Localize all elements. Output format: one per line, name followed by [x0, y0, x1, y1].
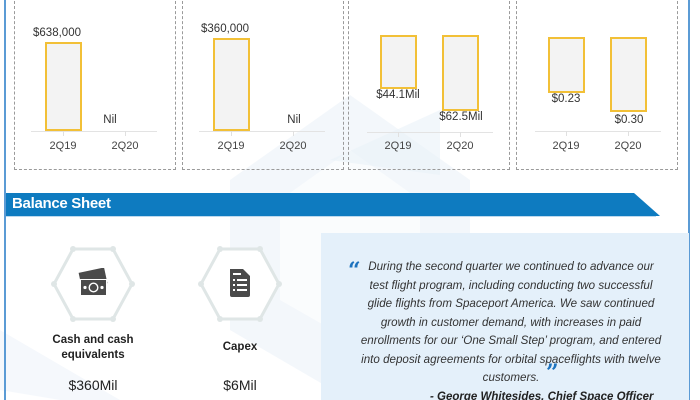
bar-value-label: $44.1Mil — [376, 89, 420, 101]
metric-value-capex: $6Mil — [223, 377, 257, 393]
open-quote-icon: “ — [348, 258, 361, 284]
bar-2q19 — [213, 38, 250, 131]
bar-value-label: $360,000 — [201, 23, 249, 35]
bar-2q20 — [610, 37, 647, 112]
metric-label-line: equivalents — [61, 349, 125, 361]
chart-card-4: $0.23 $0.30 2Q19 2Q20 — [516, 0, 678, 170]
quote-box — [321, 233, 689, 400]
x-category-label: 2Q20 — [111, 140, 139, 152]
quote-line: growth in customer demand, with increase… — [380, 315, 642, 329]
x-category-label: 2Q19 — [552, 140, 580, 152]
x-category-label: 2Q20 — [279, 140, 307, 152]
x-category-label: 2Q19 — [217, 140, 245, 152]
quote-line: into deposit agreements for orbital spac… — [361, 352, 661, 366]
x-tick — [231, 131, 232, 136]
x-tick — [125, 131, 126, 136]
section-banner — [6, 193, 660, 216]
bar-value-label: $0.23 — [551, 93, 581, 105]
quote-author: - George Whitesides, Chief Space Officer — [430, 391, 654, 400]
bar-2q19 — [380, 35, 417, 89]
bar-value-label: $0.30 — [614, 114, 644, 126]
x-axis-line — [199, 131, 325, 132]
x-axis-line — [367, 132, 493, 133]
x-tick — [460, 132, 461, 137]
bar-value-label: $62.5Mil — [439, 111, 483, 123]
x-tick — [293, 131, 294, 136]
quote-line: customers. — [482, 371, 540, 384]
x-tick — [628, 131, 629, 136]
section-title: Balance Sheet — [12, 195, 111, 212]
bar-2q20 — [442, 35, 479, 111]
bar-value-label: Nil — [103, 114, 117, 126]
quote-line: test flight program, including conductin… — [369, 278, 653, 292]
section-banner-underline — [6, 216, 656, 217]
bar-value-label: Nil — [287, 114, 301, 126]
bar-value-label: $638,000 — [33, 27, 81, 39]
x-category-label: 2Q20 — [446, 140, 474, 152]
close-quote-icon: ” — [546, 360, 559, 386]
chart-card-2: $360,000 Nil 2Q19 2Q20 — [182, 0, 344, 170]
quote-line: enrollments for our ‘One Small Step’ pro… — [360, 334, 662, 347]
bar-2q19 — [45, 42, 82, 131]
bar-2q19 — [548, 37, 585, 93]
metric-label-capex: Capex — [222, 341, 258, 353]
metric-value-cash: $360Mil — [68, 377, 118, 393]
right-frame-border — [688, 0, 690, 400]
x-axis-line — [535, 131, 661, 132]
x-axis-line — [31, 131, 157, 132]
quote-text: During the second quarter we continued t… — [356, 258, 666, 388]
x-category-label: 2Q19 — [49, 140, 77, 152]
document-list-icon — [230, 269, 250, 297]
money-icon — [78, 268, 108, 296]
metric-label-line: Cash and cash — [52, 334, 134, 346]
x-tick — [566, 131, 567, 136]
x-tick — [63, 131, 64, 136]
chart-card-1: $638,000 Nil 2Q19 2Q20 — [14, 0, 176, 170]
x-category-label: 2Q20 — [614, 140, 642, 152]
quote-line: glide flights from Spaceport America. We… — [367, 297, 655, 310]
metric-label-cash: Cash and cash equivalents — [33, 333, 153, 363]
chart-card-3: $44.1Mil $62.5Mil 2Q19 2Q20 — [348, 0, 510, 170]
quote-line: During the second quarter we continued t… — [368, 260, 654, 273]
x-tick — [398, 132, 399, 137]
x-category-label: 2Q19 — [384, 140, 412, 152]
left-frame-border — [4, 0, 6, 400]
